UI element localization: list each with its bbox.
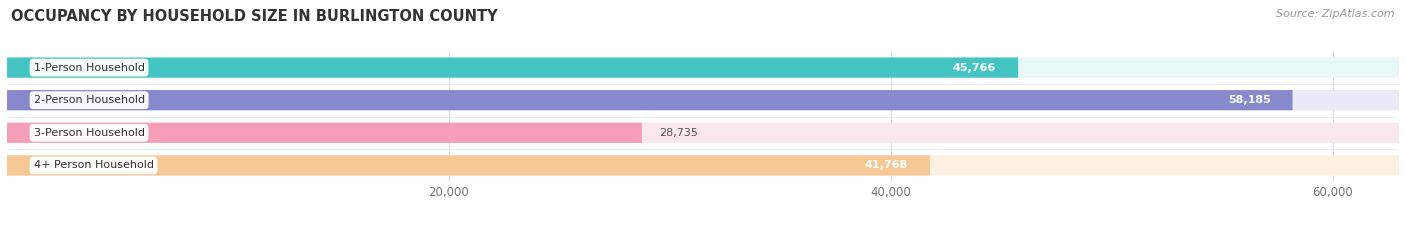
- Text: 2-Person Household: 2-Person Household: [34, 95, 145, 105]
- Text: 41,768: 41,768: [865, 161, 908, 170]
- Text: 4+ Person Household: 4+ Person Household: [34, 161, 153, 170]
- Text: 58,185: 58,185: [1227, 95, 1271, 105]
- Text: 45,766: 45,766: [953, 63, 995, 72]
- Text: 1-Person Household: 1-Person Household: [34, 63, 145, 72]
- Text: 3-Person Household: 3-Person Household: [34, 128, 145, 138]
- FancyBboxPatch shape: [7, 58, 1018, 78]
- Text: 28,735: 28,735: [659, 128, 699, 138]
- Text: OCCUPANCY BY HOUSEHOLD SIZE IN BURLINGTON COUNTY: OCCUPANCY BY HOUSEHOLD SIZE IN BURLINGTO…: [11, 9, 498, 24]
- FancyBboxPatch shape: [7, 90, 1399, 110]
- FancyBboxPatch shape: [7, 155, 929, 175]
- Text: Source: ZipAtlas.com: Source: ZipAtlas.com: [1277, 9, 1395, 19]
- FancyBboxPatch shape: [7, 123, 1399, 143]
- FancyBboxPatch shape: [7, 155, 1399, 175]
- FancyBboxPatch shape: [7, 123, 643, 143]
- FancyBboxPatch shape: [7, 58, 1399, 78]
- FancyBboxPatch shape: [7, 90, 1292, 110]
